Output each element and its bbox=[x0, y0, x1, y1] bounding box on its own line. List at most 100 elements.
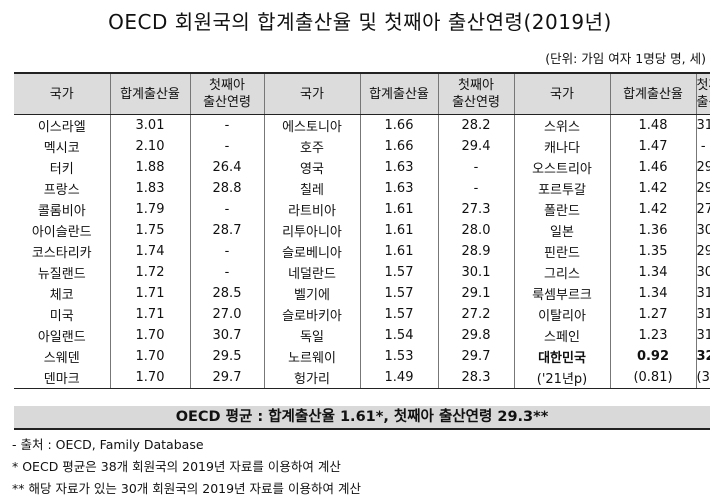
age-cell: - bbox=[189, 114, 264, 136]
age-cell: 30.7 bbox=[695, 220, 710, 241]
country-cell: 에스토니아 bbox=[263, 114, 360, 136]
tfr-cell: 1.36 bbox=[609, 220, 696, 241]
age-cell: 29.7 bbox=[189, 367, 264, 389]
country-cell: 스위스 bbox=[513, 114, 610, 136]
country-cell: 영국 bbox=[263, 157, 360, 178]
age-cell: 28.0 bbox=[437, 220, 514, 241]
age-cell: 27.2 bbox=[437, 304, 514, 325]
country-cell: 호주 bbox=[263, 136, 360, 157]
country-cell: 대한민국 bbox=[513, 346, 610, 367]
tfr-cell: 1.71 bbox=[109, 283, 190, 304]
table-row: 멕시코 2.10- 호주 1.66 29.4 캐나다 1.47- bbox=[14, 136, 710, 157]
age-cell: 29.1 bbox=[437, 283, 514, 304]
tfr-cell: 1.71 bbox=[109, 304, 190, 325]
country-cell: 스페인 bbox=[513, 325, 610, 346]
country-cell: 콜롬비아 bbox=[37, 204, 86, 219]
age-cell: 29.4 bbox=[695, 241, 710, 262]
note-age-average: ** 해당 자료가 있는 30개 회원국의 2019년 자료를 이용하여 계산 bbox=[12, 481, 361, 496]
country-cell: 프랑스 bbox=[43, 183, 80, 198]
tfr-cell: 1.74 bbox=[109, 241, 190, 262]
header-country: 국가 bbox=[263, 72, 360, 115]
tfr-cell: 1.70 bbox=[109, 325, 190, 346]
tfr-cell: 1.66 bbox=[359, 136, 438, 157]
country-cell: 룩셈부르크 bbox=[513, 283, 610, 304]
country-cell: 뉴질랜드 bbox=[37, 267, 86, 282]
header-row: 국가 합계출산율 첫째아 출산연령 국가 합계출산율 첫째아 출산연령 국가 합계출… bbox=[14, 72, 710, 115]
tfr-cell: 1.47 bbox=[609, 136, 696, 157]
age-cell: 29.5 bbox=[189, 346, 264, 367]
tfr-cell: 1.61 bbox=[359, 241, 438, 262]
country-cell: 미국 bbox=[49, 309, 74, 324]
tfr-cell: 1.34 bbox=[609, 262, 696, 283]
note-source: - 출처 : OECD, Family Database bbox=[12, 437, 204, 452]
country-cell: ('21년p) bbox=[513, 367, 610, 389]
country-cell: 덴마크 bbox=[14, 367, 110, 389]
country-cell: 슬로바키아 bbox=[263, 304, 360, 325]
tfr-cell: 1.83 bbox=[109, 178, 190, 199]
country-cell: 아일랜드 bbox=[37, 330, 86, 345]
tfr-cell: 1.42 bbox=[609, 199, 696, 220]
tfr-cell: 1.54 bbox=[359, 325, 438, 346]
header-country: 국가 bbox=[513, 72, 610, 115]
age-cell: 28.2 bbox=[437, 114, 514, 136]
country-cell: 캐나다 bbox=[513, 136, 610, 157]
tfr-cell: 1.72 bbox=[109, 262, 190, 283]
country-cell: 멕시코 bbox=[43, 141, 80, 156]
age-cell: 29.7 bbox=[437, 346, 514, 367]
age-cell: 27.6 bbox=[695, 199, 710, 220]
header-tfr: 합계출산율 bbox=[359, 72, 438, 115]
tfr-cell: 2.10 bbox=[109, 136, 190, 157]
age-cell: 28.9 bbox=[437, 241, 514, 262]
age-cell: 28.3 bbox=[437, 367, 514, 389]
header-country: 국가 bbox=[14, 72, 110, 115]
tfr-cell: 1.66 bbox=[359, 114, 438, 136]
age-cell: 31.0 bbox=[695, 114, 710, 136]
age-cell: - bbox=[437, 178, 514, 199]
table-row: 덴마크1.7029.7헝가리1.4928.3('21년p)(0.81)(32.6… bbox=[14, 367, 710, 389]
tfr-cell: 1.49 bbox=[359, 367, 438, 389]
country-cell: 이탈리아 bbox=[513, 304, 610, 325]
country-cell: 헝가리 bbox=[263, 367, 360, 389]
country-cell: 리투아니아 bbox=[263, 220, 360, 241]
tfr-cell: 1.46 bbox=[609, 157, 696, 178]
country-cell: 일본 bbox=[513, 220, 610, 241]
country-cell: 그리스 bbox=[513, 262, 610, 283]
tfr-cell: 1.70 bbox=[109, 367, 190, 389]
tfr-cell: 1.63 bbox=[359, 157, 438, 178]
tfr-cell: 1.75 bbox=[109, 220, 190, 241]
country-cell: 체코 bbox=[49, 288, 74, 303]
age-cell: 30.1 bbox=[437, 262, 514, 283]
age-cell: 29.4 bbox=[437, 136, 514, 157]
age-cell: 28.8 bbox=[189, 178, 264, 199]
age-cell: - bbox=[437, 157, 514, 178]
tfr-cell: 1.61 bbox=[359, 220, 438, 241]
tfr-cell: 3.01 bbox=[109, 114, 190, 136]
page-title: OECD 회원국의 합계출산율 및 첫째아 출산연령(2019년) bbox=[108, 10, 612, 34]
tfr-cell: 0.92 bbox=[609, 346, 696, 367]
age-cell: 28.5 bbox=[189, 283, 264, 304]
tfr-cell: 1.23 bbox=[609, 325, 696, 346]
age-cell: 31.1 bbox=[695, 283, 710, 304]
country-cell: 오스트리아 bbox=[513, 157, 610, 178]
note-average: * OECD 평균은 38개 회원국의 2019년 자료를 이용하여 계산 bbox=[12, 459, 341, 474]
country-cell: 포르투갈 bbox=[513, 178, 610, 199]
tfr-cell: 1.57 bbox=[359, 304, 438, 325]
country-cell: 아이슬란드 bbox=[31, 225, 92, 240]
country-cell: 이스라엘 bbox=[37, 120, 86, 135]
tfr-cell: 1.27 bbox=[609, 304, 696, 325]
country-cell: 코스타리카 bbox=[31, 246, 92, 261]
age-cell: 29.9 bbox=[695, 178, 710, 199]
